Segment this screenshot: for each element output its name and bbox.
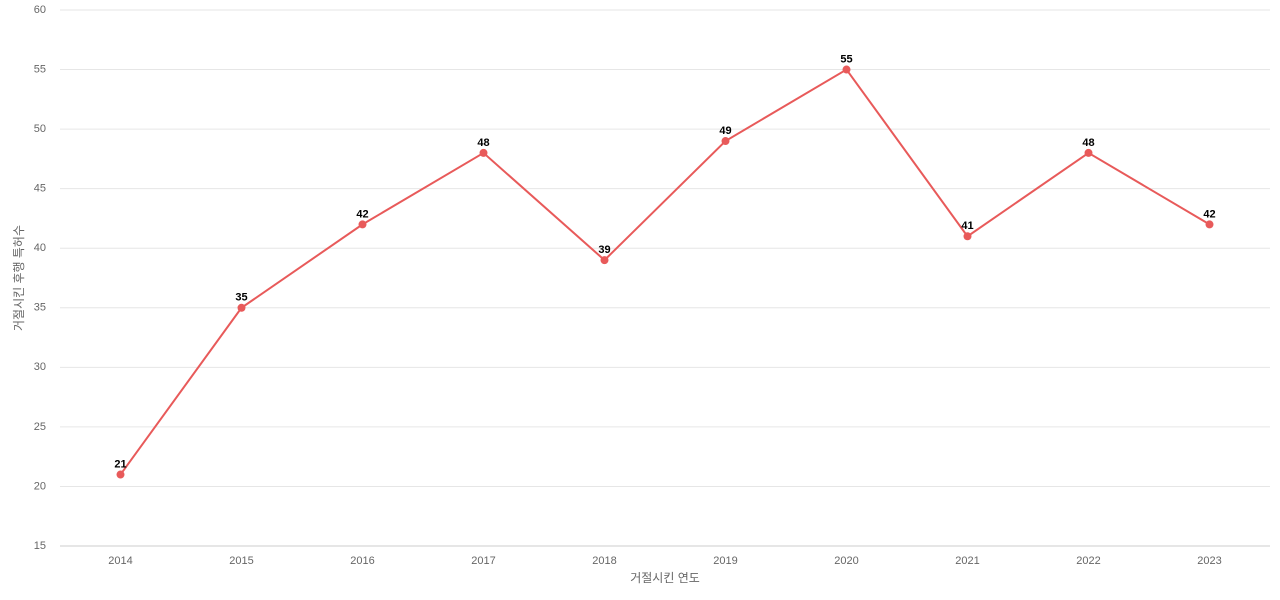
y-tick-label: 35 [34,302,46,314]
y-tick-label: 25 [34,421,46,433]
y-tick-label: 20 [34,480,46,492]
y-tick-label: 15 [34,540,46,552]
point [842,65,851,74]
x-tick-label: 2018 [592,555,616,567]
y-tick-label: 30 [34,361,46,373]
value-label: 41 [961,220,973,232]
value-label: 42 [1203,208,1215,220]
point [116,470,125,479]
point [1084,148,1093,157]
point [963,232,972,241]
point [1205,220,1214,229]
point [358,220,367,229]
y-axis-title: 거절시킨 후행 특허수 [11,225,26,331]
point [721,137,730,146]
x-tick-label: 2022 [1076,555,1100,567]
value-label: 35 [235,292,247,304]
value-label: 39 [598,244,610,256]
y-tick-label: 40 [34,242,46,254]
x-axis-title: 거절시킨 연도 [630,571,700,585]
y-tick-label: 60 [34,4,46,16]
point [237,303,246,312]
value-label: 21 [114,458,126,470]
point [600,256,609,265]
x-tick-label: 2015 [229,555,253,567]
value-label: 49 [719,125,731,137]
value-label: 55 [840,53,852,65]
x-tick-label: 2023 [1197,555,1221,567]
y-tick-label: 45 [34,183,46,195]
line [119,68,1211,476]
x-tick-label: 2014 [108,555,132,567]
y-tick-label: 50 [34,123,46,135]
x-tick-label: 2017 [471,555,495,567]
x-tick-label: 2021 [955,555,979,567]
x-tick-label: 2016 [350,555,374,567]
y-tick-label: 55 [34,63,46,75]
value-label: 48 [1082,137,1094,149]
x-tick-label: 2020 [834,555,858,567]
x-tick-label: 2019 [713,555,737,567]
value-label: 42 [356,208,368,220]
point [479,148,488,157]
value-label: 48 [477,137,489,149]
